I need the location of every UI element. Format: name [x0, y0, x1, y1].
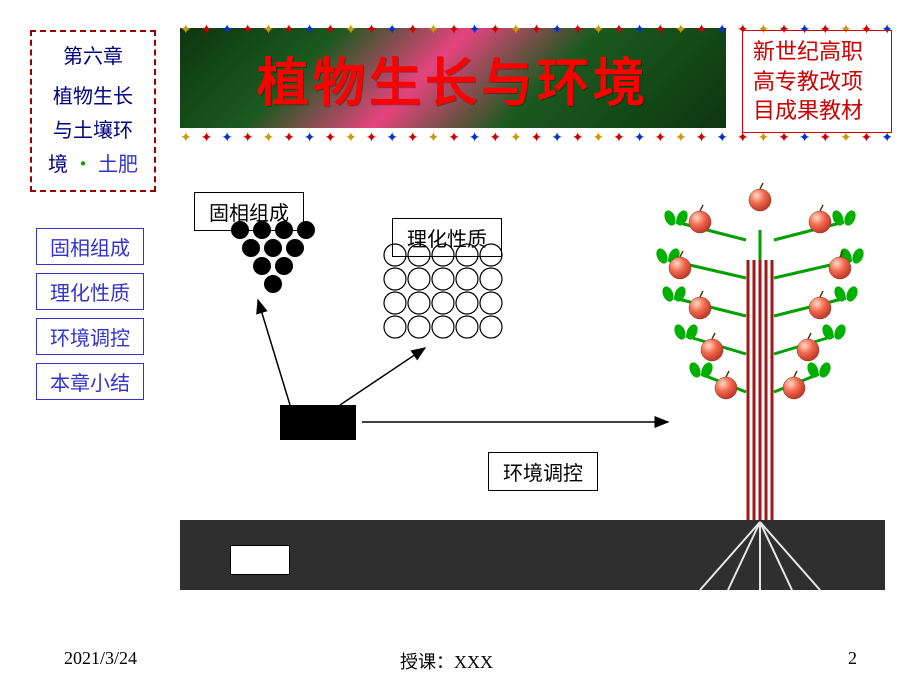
slide: 第六章 植物生长 与土壤环 境 ・ 土肥 固相组成 理化性质 环境调控 本章小结…: [0, 0, 920, 690]
diagram-svg: [0, 0, 920, 690]
source-box: [280, 405, 356, 440]
